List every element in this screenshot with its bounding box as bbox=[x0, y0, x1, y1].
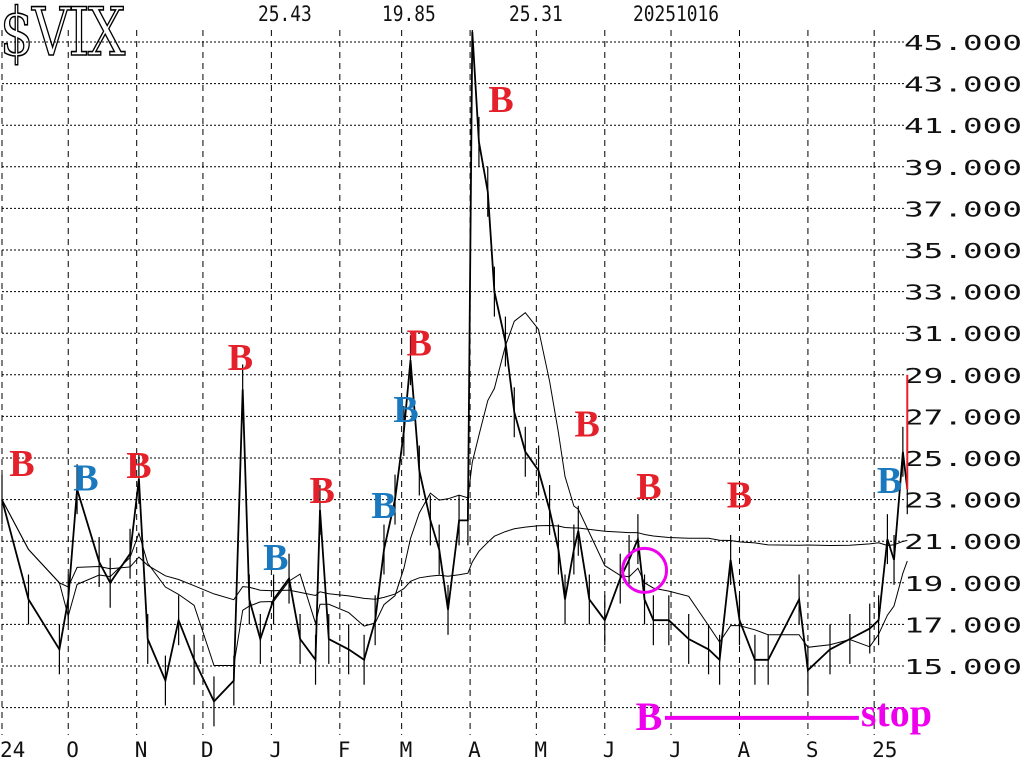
y-tick-label: 19.000 bbox=[904, 572, 1022, 596]
x-tick-label: S bbox=[806, 738, 819, 760]
buy-signal-label: B bbox=[407, 323, 432, 365]
buy-signal-label: B bbox=[727, 474, 752, 516]
x-tick-label: 24 bbox=[0, 738, 25, 760]
chart-title: $VIX bbox=[0, 0, 126, 72]
y-tick-label: 25.000 bbox=[904, 447, 1022, 471]
header-value-3: 25.31 bbox=[509, 2, 563, 26]
y-tick-label: 45.000 bbox=[904, 31, 1022, 55]
buy-signal-label: B bbox=[371, 485, 396, 527]
y-tick-label: 39.000 bbox=[904, 156, 1022, 180]
y-tick-label: 21.000 bbox=[904, 530, 1022, 554]
buy-signal-label: B bbox=[126, 445, 151, 487]
y-tick-label: 35.000 bbox=[904, 239, 1022, 263]
buy-signal-label: B bbox=[488, 79, 513, 121]
x-tick-label: N bbox=[135, 738, 148, 760]
buy-signal-label: B bbox=[309, 470, 334, 512]
y-tick-label: 33.000 bbox=[904, 281, 1022, 305]
price-line bbox=[1, 31, 909, 703]
buy-signal-label: B bbox=[228, 337, 253, 379]
moving-average-line bbox=[1, 499, 908, 601]
x-tick-label: J bbox=[603, 738, 616, 760]
moving-average-line bbox=[1, 312, 908, 666]
header-date: 20251016 bbox=[633, 2, 719, 26]
x-tick-label: F bbox=[338, 738, 351, 760]
y-tick-label: 37.000 bbox=[904, 197, 1022, 221]
y-tick-label: 29.000 bbox=[904, 364, 1022, 388]
buy-signal-label: B bbox=[877, 460, 902, 502]
y-tick-label: 17.000 bbox=[904, 613, 1022, 637]
y-tick-label: 41.000 bbox=[904, 114, 1022, 138]
y-tick-label: 27.000 bbox=[904, 405, 1022, 429]
header-value-2: 19.85 bbox=[382, 2, 436, 26]
x-tick-label: O bbox=[66, 738, 79, 760]
y-tick-label: 23.000 bbox=[904, 489, 1022, 513]
y-tick-label: 15.000 bbox=[904, 655, 1022, 679]
x-tick-label: A bbox=[737, 738, 750, 760]
x-tick-label: J bbox=[669, 738, 682, 760]
x-tick-label: M bbox=[534, 738, 547, 760]
x-tick-label: D bbox=[201, 738, 214, 760]
annotation-start-label: B bbox=[636, 694, 663, 739]
buy-signal-label: B bbox=[263, 537, 288, 579]
buy-signal-label: B bbox=[574, 404, 599, 446]
x-tick-label: M bbox=[400, 738, 413, 760]
y-tick-label: 31.000 bbox=[904, 322, 1022, 346]
buy-signal-label: B bbox=[636, 466, 661, 508]
buy-signal-label: B bbox=[393, 389, 418, 431]
highlight-circle bbox=[621, 546, 669, 594]
y-tick-label: 43.000 bbox=[904, 73, 1022, 97]
buy-signal-label: B bbox=[73, 458, 98, 500]
x-tick-label: 25 bbox=[872, 738, 897, 760]
header-value-1: 25.43 bbox=[258, 2, 312, 26]
x-tick-label: A bbox=[468, 738, 481, 760]
x-tick-label: J bbox=[269, 738, 282, 760]
buy-signal-label: B bbox=[9, 443, 34, 485]
annotation-end-label: stop bbox=[861, 690, 932, 735]
